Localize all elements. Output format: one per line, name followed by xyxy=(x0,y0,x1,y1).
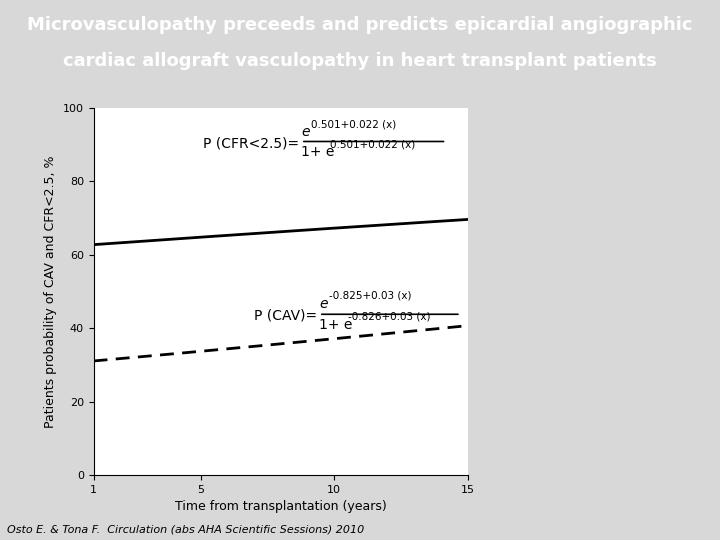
Text: 1+ e: 1+ e xyxy=(301,145,334,159)
Text: Microvasculopathy preceeds and predicts epicardial angiographic: Microvasculopathy preceeds and predicts … xyxy=(27,16,693,34)
Text: e: e xyxy=(319,297,328,311)
Text: -0.825+0.03 (x): -0.825+0.03 (x) xyxy=(329,291,412,301)
Y-axis label: Patients probability of CAV and CFR<2.5, %: Patients probability of CAV and CFR<2.5,… xyxy=(45,156,58,428)
Text: 0.501+0.022 (x): 0.501+0.022 (x) xyxy=(330,139,415,149)
Text: Osto E. & Tona F.  Circulation (abs AHA Scientific Sessions) 2010: Osto E. & Tona F. Circulation (abs AHA S… xyxy=(7,524,364,535)
Text: e: e xyxy=(301,125,310,139)
Text: 1+ e: 1+ e xyxy=(319,318,352,332)
Text: -0.826+0.03 (x): -0.826+0.03 (x) xyxy=(348,312,431,322)
Text: P (CAV)=: P (CAV)= xyxy=(253,309,317,323)
X-axis label: Time from transplantation (years): Time from transplantation (years) xyxy=(175,501,387,514)
Text: P (CFR<2.5)=: P (CFR<2.5)= xyxy=(202,136,299,150)
Text: 0.501+0.022 (x): 0.501+0.022 (x) xyxy=(311,119,396,129)
Text: cardiac allograft vasculopathy in heart transplant patients: cardiac allograft vasculopathy in heart … xyxy=(63,52,657,70)
